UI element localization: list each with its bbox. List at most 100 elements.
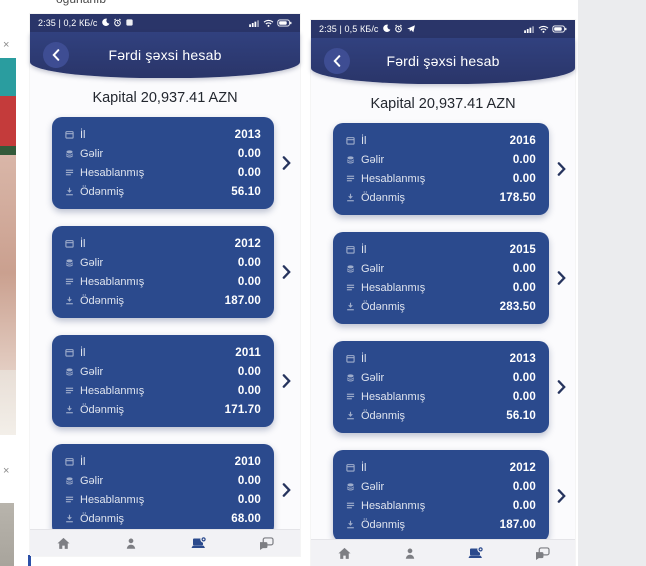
year-card[interactable]: İl 2016 Gəlir 0.00 Hesablanmış 0.00 Ödən…	[333, 123, 549, 215]
year-card[interactable]: İl 2011 Gəlir 0.00 Hesablanmış 0.00 Ödən…	[52, 335, 274, 427]
year-value: 2016	[509, 134, 536, 147]
card-row-year: İl 2013	[65, 125, 261, 144]
calendar-icon	[346, 463, 361, 472]
profile-icon[interactable]	[98, 537, 166, 550]
close-icon[interactable]: ×	[3, 465, 10, 477]
card-row-paid: Ödənmiş 283.50	[346, 297, 536, 316]
year-label: İl	[361, 461, 367, 474]
wifi-icon	[538, 20, 549, 38]
home-icon[interactable]	[311, 547, 377, 560]
background-image-fragment	[0, 58, 16, 96]
messages-icon[interactable]	[233, 536, 301, 550]
income-value: 0.00	[237, 474, 261, 487]
telegram-plane-icon	[406, 20, 416, 38]
year-value: 2012	[234, 237, 261, 250]
background-partial-text: oğunanıb	[56, 0, 106, 6]
year-card-row: İl 2010 Gəlir 0.00 Hesablanmış 0.00 Ödən…	[52, 444, 295, 536]
paid-label: Ödənmiş	[80, 403, 125, 416]
year-card-row: İl 2012 Gəlir 0.00 Hesablanmış 0.00 Ödən…	[333, 450, 570, 542]
year-card[interactable]: İl 2012 Gəlir 0.00 Hesablanmış 0.00 Ödən…	[52, 226, 274, 318]
status-bar: 2:35 | 0,5 КБ/с	[311, 20, 575, 38]
card-row-paid: Ödənmiş 178.50	[346, 188, 536, 207]
status-time-text: 2:35 | 0,2 КБ/с	[38, 18, 98, 28]
card-row-income: Gəlir 0.00	[346, 368, 536, 387]
card-row-calculated: Hesablanmış 0.00	[65, 163, 261, 182]
messages-icon[interactable]	[509, 546, 575, 560]
chevron-right-icon[interactable]	[277, 265, 295, 279]
card-row-calculated: Hesablanmış 0.00	[65, 381, 261, 400]
paid-arrow-icon	[65, 187, 80, 196]
calendar-icon	[346, 354, 361, 363]
year-value: 2013	[234, 128, 261, 141]
income-label: Gəlir	[80, 474, 104, 487]
year-card[interactable]: İl 2013 Gəlir 0.00 Hesablanmış 0.00 Ödən…	[52, 117, 274, 209]
home-icon[interactable]	[30, 537, 98, 550]
calculated-label: Hesablanmış	[361, 281, 426, 294]
chevron-right-icon[interactable]	[552, 380, 570, 394]
card-row-paid: Ödənmiş 56.10	[65, 182, 261, 201]
background-image-fragment	[0, 146, 16, 155]
chevron-right-icon[interactable]	[277, 483, 295, 497]
income-label: Gəlir	[80, 147, 104, 160]
calculated-list-icon	[346, 501, 361, 510]
paid-arrow-icon	[65, 514, 80, 523]
year-label: İl	[80, 346, 86, 359]
chevron-right-icon[interactable]	[552, 489, 570, 503]
year-card[interactable]: İl 2013 Gəlir 0.00 Hesablanmış 0.00 Ödən…	[333, 341, 549, 433]
card-row-calculated: Hesablanmış 0.00	[346, 387, 536, 406]
income-label: Gəlir	[361, 262, 385, 275]
back-button[interactable]	[324, 48, 350, 74]
calculated-value: 0.00	[237, 166, 261, 179]
year-value: 2015	[509, 243, 536, 256]
year-card[interactable]: İl 2010 Gəlir 0.00 Hesablanmış 0.00 Ödən…	[52, 444, 274, 536]
paid-label: Ödənmiş	[361, 518, 406, 531]
year-value: 2010	[234, 455, 261, 468]
paid-value: 68.00	[231, 512, 261, 525]
services-active-icon[interactable]	[165, 536, 233, 550]
services-active-icon[interactable]	[443, 546, 509, 560]
battery-icon	[552, 20, 567, 38]
capital-amount: Kapital 20,937.41 AZN	[92, 90, 238, 106]
calendar-icon	[65, 348, 80, 357]
income-label: Gəlir	[361, 371, 385, 384]
calculated-label: Hesablanmış	[361, 390, 426, 403]
year-card-row: İl 2011 Gəlir 0.00 Hesablanmış 0.00 Ödən…	[52, 335, 295, 427]
card-row-paid: Ödənmiş 171.70	[65, 400, 261, 419]
alarm-clock-icon	[394, 20, 403, 38]
moon-icon	[382, 20, 391, 38]
calendar-icon	[65, 457, 80, 466]
alarm-clock-icon	[113, 14, 122, 32]
chevron-right-icon[interactable]	[552, 271, 570, 285]
chevron-right-icon[interactable]	[277, 374, 295, 388]
chevron-right-icon[interactable]	[277, 156, 295, 170]
phone-screenshot-left: 2:35 | 0,2 КБ/с Fərdi şəxsi hesab Kapita…	[30, 14, 300, 556]
paid-arrow-icon	[346, 302, 361, 311]
card-row-year: İl 2015	[346, 240, 536, 259]
close-icon[interactable]: ×	[3, 39, 10, 51]
card-row-income: Gəlir 0.00	[346, 259, 536, 278]
card-row-year: İl 2016	[346, 131, 536, 150]
profile-icon[interactable]	[377, 547, 443, 560]
income-coins-icon	[346, 373, 361, 382]
card-row-paid: Ödənmiş 187.00	[65, 291, 261, 310]
income-coins-icon	[346, 264, 361, 273]
year-card[interactable]: İl 2012 Gəlir 0.00 Hesablanmış 0.00 Ödən…	[333, 450, 549, 542]
paid-label: Ödənmiş	[80, 294, 125, 307]
paid-arrow-icon	[346, 411, 361, 420]
calculated-list-icon	[346, 174, 361, 183]
back-button[interactable]	[43, 42, 69, 68]
calculated-label: Hesablanmış	[80, 275, 145, 288]
card-row-income: Gəlir 0.00	[65, 362, 261, 381]
background-image-fragment	[0, 96, 16, 146]
paid-arrow-icon	[65, 296, 80, 305]
year-label: İl	[80, 237, 86, 250]
year-label: İl	[361, 134, 367, 147]
year-label: İl	[361, 352, 367, 365]
income-coins-icon	[346, 155, 361, 164]
chevron-right-icon[interactable]	[552, 162, 570, 176]
screenshot-square-icon	[125, 14, 134, 32]
income-value: 0.00	[512, 371, 536, 384]
paid-label: Ödənmiş	[80, 185, 125, 198]
year-card[interactable]: İl 2015 Gəlir 0.00 Hesablanmış 0.00 Ödən…	[333, 232, 549, 324]
paid-label: Ödənmiş	[361, 409, 406, 422]
